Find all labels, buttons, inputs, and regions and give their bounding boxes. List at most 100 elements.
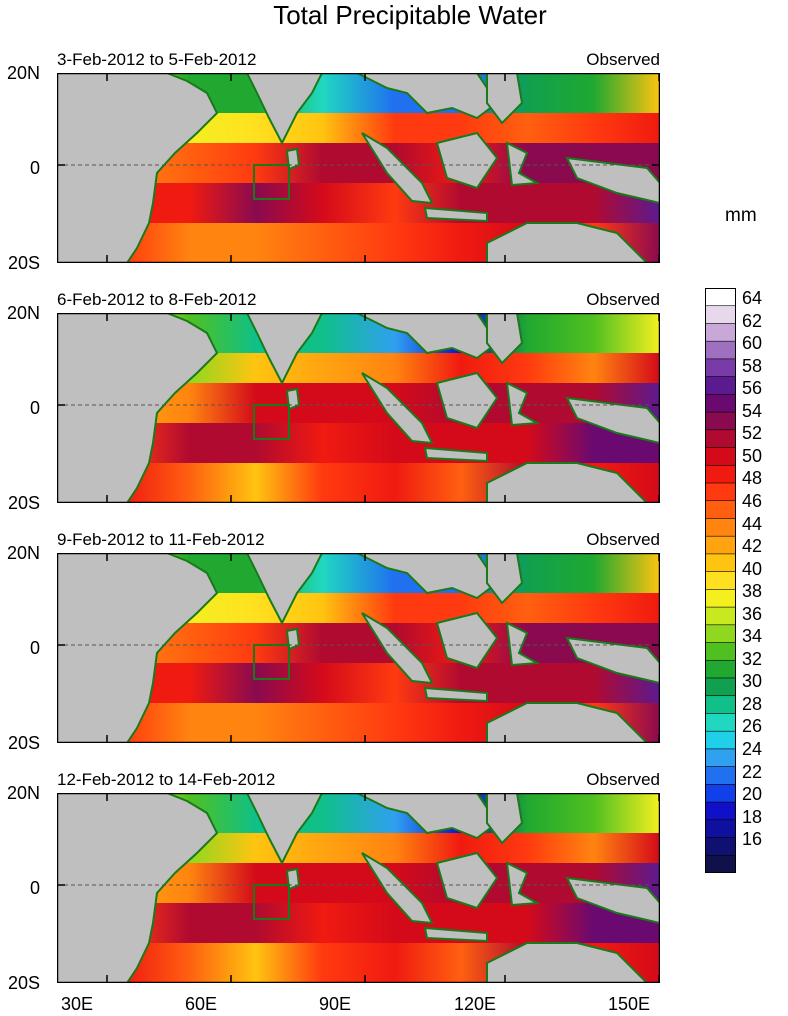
land-mass <box>486 222 649 263</box>
colorbar-label: 22 <box>742 761 763 782</box>
land-mass <box>361 852 434 925</box>
panel-status: Observed <box>586 770 660 789</box>
longitude-label: 60E <box>184 994 218 1014</box>
panel-status: Observed <box>586 530 660 549</box>
land-mass <box>245 313 324 386</box>
map-svg <box>57 73 660 263</box>
land-mass <box>565 876 660 925</box>
map-frame <box>57 553 660 743</box>
colorbar-swatch <box>705 589 736 608</box>
colorbar-label: 30 <box>742 671 763 692</box>
panel-date-range: 12-Feb-2012 to 14-Feb-2012 <box>57 770 276 789</box>
latitude-label: 0 <box>29 398 40 418</box>
land-mass <box>361 372 434 445</box>
colorbar-swatch <box>705 464 736 484</box>
study-region-box <box>253 404 290 440</box>
colorbar-label: 52 <box>742 423 763 444</box>
colorbar-label: 34 <box>742 626 763 647</box>
panel-date-range: 9-Feb-2012 to 11-Feb-2012 <box>57 530 265 549</box>
colorbar-swatch <box>705 819 736 839</box>
colorbar-swatch <box>705 606 736 626</box>
colorbar-label: 44 <box>742 513 763 534</box>
colorbar-swatch <box>705 837 736 856</box>
units-label: mm <box>725 205 757 226</box>
colorbar-swatch <box>705 447 736 466</box>
land-mass <box>435 851 499 910</box>
land-mass <box>486 702 649 743</box>
land-mass <box>423 446 488 463</box>
colorbar-label: 62 <box>742 310 763 331</box>
colorbar-swatch <box>705 394 736 413</box>
colorbar-swatch <box>705 659 736 679</box>
latitude-label: 0 <box>29 638 40 658</box>
land-mass <box>435 371 499 430</box>
colorbar-swatch <box>705 766 736 785</box>
latitude-label: 20S <box>7 733 40 753</box>
colorbar-swatch <box>705 305 736 325</box>
land-mass <box>435 131 499 190</box>
land-mass <box>505 861 541 907</box>
colorbar-swatch <box>705 695 736 715</box>
land-mass <box>361 612 434 685</box>
land-mass <box>505 621 541 667</box>
land-mass <box>505 381 541 427</box>
colorbar-swatch <box>705 500 736 520</box>
colorbar-swatch <box>705 854 736 873</box>
land-mass <box>423 206 488 223</box>
land-mass <box>423 686 488 703</box>
panel-date-range: 6-Feb-2012 to 8-Feb-2012 <box>57 290 257 309</box>
panel-status: Observed <box>586 290 660 309</box>
colorbar-swatch <box>705 642 736 661</box>
latitude-label: 20N <box>6 63 40 83</box>
colorbar-label: 58 <box>742 355 763 376</box>
latitude-label: 20N <box>6 783 40 803</box>
colorbar-swatch <box>705 535 736 555</box>
colorbar-label: 18 <box>742 806 763 827</box>
map-svg <box>57 553 660 743</box>
colorbar-swatch <box>705 624 736 644</box>
colorbar-swatch <box>705 748 736 768</box>
land-mass <box>356 313 499 360</box>
colorbar-label: 56 <box>742 378 763 399</box>
colorbar-label: 20 <box>742 784 763 805</box>
land-mass <box>565 396 660 445</box>
study-region-box <box>253 884 290 920</box>
land-mass <box>486 793 524 845</box>
map-frame <box>57 73 660 263</box>
colorbar-swatch <box>705 518 736 537</box>
map-panel <box>57 313 660 503</box>
map-frame <box>57 793 660 983</box>
map-frame <box>57 313 660 503</box>
colorbar-swatch <box>705 429 736 449</box>
study-region-box <box>253 164 290 200</box>
land-mass <box>356 793 499 840</box>
tpw-field <box>57 663 660 704</box>
tpw-field <box>57 423 660 464</box>
map-svg <box>57 313 660 503</box>
map-svg <box>57 793 660 983</box>
land-mass <box>435 611 499 670</box>
colorbar-swatch <box>705 553 736 573</box>
colorbar-swatch <box>705 784 736 803</box>
land-mass <box>356 73 499 120</box>
longitude-label: 90E <box>318 994 352 1014</box>
panel-status: Observed <box>586 50 660 69</box>
land-mass <box>486 462 649 503</box>
colorbar-label: 50 <box>742 445 763 466</box>
land-mass <box>57 73 219 263</box>
land-mass <box>245 793 324 866</box>
chart-title: Total Precipitable Water <box>273 0 547 30</box>
map-panel <box>57 73 660 263</box>
land-mass <box>565 156 660 205</box>
panel-date-range: 3-Feb-2012 to 5-Feb-2012 <box>57 50 257 69</box>
study-region-box <box>253 644 290 680</box>
colorbar-swatch <box>705 730 736 750</box>
colorbar-label: 46 <box>742 490 763 511</box>
land-mass <box>486 553 524 605</box>
latitude-label: 20S <box>7 973 40 993</box>
colorbar-swatch <box>705 713 736 732</box>
land-mass <box>423 926 488 943</box>
tpw-field <box>57 183 660 224</box>
colorbar-swatch <box>705 411 736 431</box>
colorbar-swatch <box>705 376 736 395</box>
